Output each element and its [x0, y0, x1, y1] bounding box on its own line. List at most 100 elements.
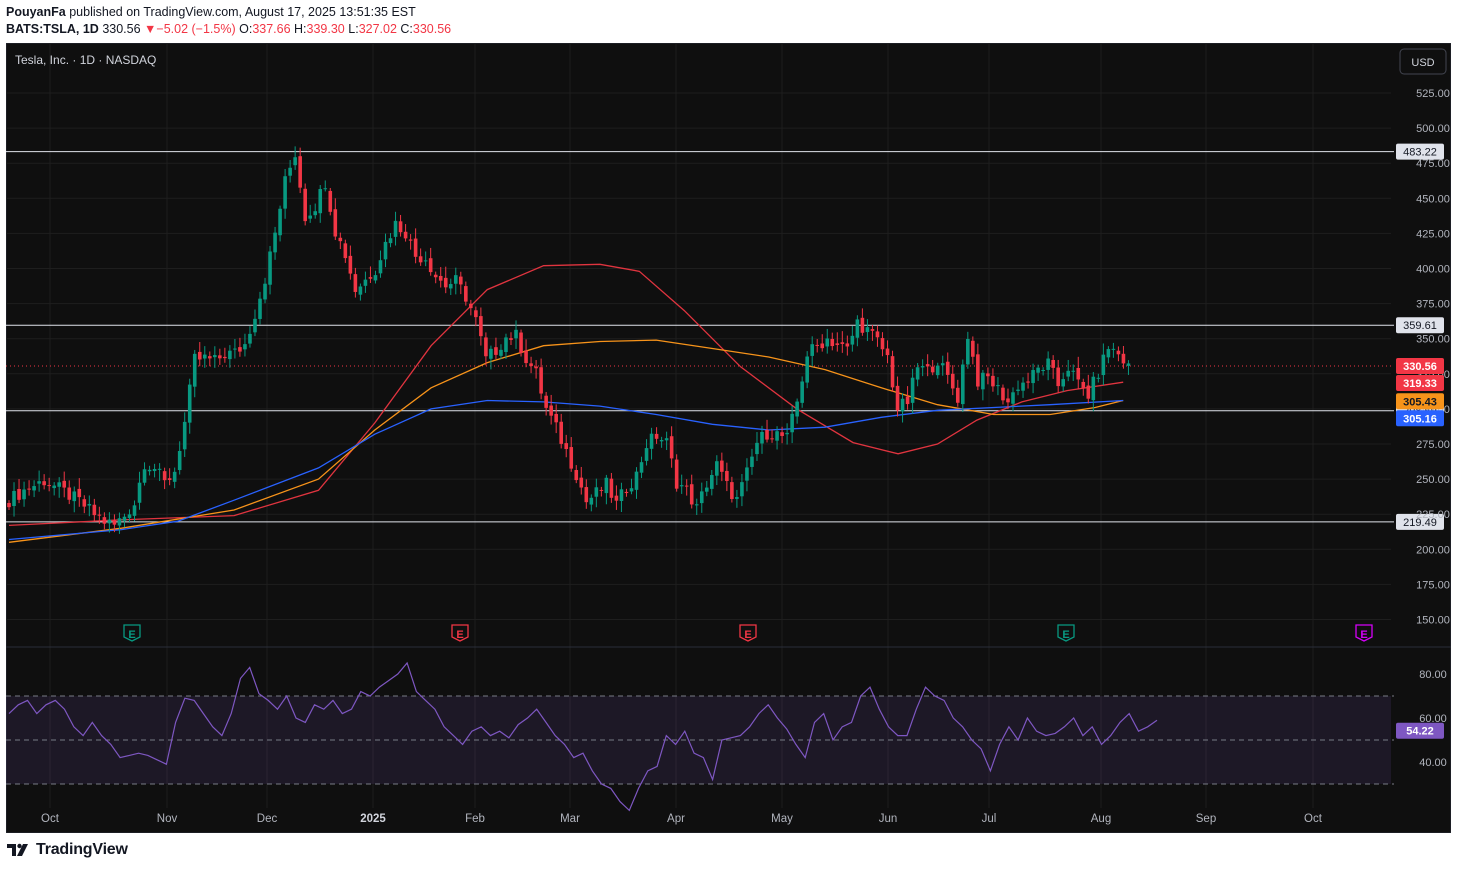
earnings-label: E [456, 629, 463, 641]
candle-body [192, 353, 197, 387]
candle-body [574, 470, 579, 481]
candle-body [418, 256, 423, 263]
candle-body [644, 448, 649, 461]
candle-body [835, 343, 840, 345]
price-tag [1396, 357, 1444, 374]
candle-body [278, 208, 282, 236]
candle-body [172, 471, 177, 482]
candle-body [725, 470, 729, 481]
candle-body [62, 480, 67, 488]
candle-body [52, 485, 56, 489]
candle-body [127, 514, 132, 519]
candle-body [107, 519, 112, 524]
moving-averages [8, 263, 1124, 543]
level-tag [1396, 143, 1444, 160]
candle-body [67, 487, 72, 500]
candle-body [202, 354, 207, 359]
candle-body [1006, 398, 1010, 403]
price-axis: 150.00175.00200.00225.00250.00275.00300.… [1396, 88, 1450, 627]
candle-body [152, 468, 157, 472]
x-tick-label: Apr [667, 813, 685, 825]
y-tick-label: 400.00 [1416, 264, 1450, 276]
currency-label: USD [1411, 57, 1434, 69]
candle-body [313, 211, 318, 216]
y-tick-label: 375.00 [1416, 299, 1450, 311]
high-label: H: [294, 22, 307, 36]
candle-body [524, 350, 528, 364]
earnings-icon [1057, 624, 1075, 642]
ohlc-legend: BATS:TSLA, 1D 330.56 ▼−5.02 (−1.5%) O:33… [6, 22, 451, 36]
chart-title: Tesla, Inc. · 1D · NASDAQ [15, 53, 156, 67]
candle-body [674, 459, 679, 489]
candle-body [1031, 370, 1035, 384]
low-label: L: [348, 22, 359, 36]
last-price-text: 330.56 [102, 22, 141, 36]
level-label: 483.22 [1403, 147, 1437, 159]
candle-body [268, 251, 272, 285]
candle-body [489, 348, 493, 359]
candle-body [514, 329, 518, 339]
candle-body [1096, 377, 1101, 379]
candle-body [820, 343, 825, 349]
candle-body [77, 488, 82, 498]
currency-button[interactable]: USD [1399, 48, 1447, 75]
candle-body [649, 433, 654, 449]
candle-body [162, 471, 167, 481]
candle-body [519, 332, 523, 354]
candle-body [87, 503, 92, 506]
author-name[interactable]: PouyanFa [6, 5, 66, 19]
candle-body [694, 504, 699, 506]
candle-body [448, 284, 453, 289]
candle-body [283, 176, 287, 209]
y-tick-label: 150.00 [1416, 615, 1450, 627]
candle-body [609, 478, 614, 498]
candle-body [1086, 385, 1091, 399]
y-tick-label: 525.00 [1416, 88, 1450, 100]
moving-average-line [8, 339, 1124, 543]
candle-body [950, 373, 955, 389]
candle-body [850, 335, 855, 345]
candle-body [1121, 353, 1126, 364]
candle-body [243, 344, 247, 350]
candle-body [634, 471, 639, 490]
candle-body [122, 516, 127, 521]
x-tick-label: Oct [41, 813, 60, 825]
candle-body [72, 491, 77, 502]
candle-body [1021, 382, 1025, 391]
y-tick-label: 425.00 [1416, 228, 1450, 240]
level-tag [1396, 513, 1444, 530]
candle-body [880, 338, 885, 350]
candle-body [469, 303, 473, 309]
y-tick-label: 500.00 [1416, 123, 1450, 135]
earnings-label: E [1062, 629, 1069, 641]
candle-body [584, 487, 589, 503]
candle-body [428, 258, 433, 273]
candle-body [343, 243, 348, 259]
y-tick-label: 450.00 [1416, 193, 1450, 205]
y-tick-label: 275.00 [1416, 439, 1450, 451]
x-tick-label: 2025 [360, 813, 386, 825]
candle-body [474, 310, 478, 318]
publish-info: PouyanFa published on TradingView.com, A… [6, 5, 416, 19]
candle-body [750, 456, 754, 467]
candle-body [735, 497, 739, 499]
candle-body [308, 215, 312, 219]
x-tick-label: Mar [560, 813, 580, 825]
candle-body [1091, 376, 1096, 401]
candle-body [976, 354, 980, 387]
candle-body [925, 364, 930, 367]
footer-brand[interactable]: TradingView [36, 841, 128, 858]
moving-average-line [8, 263, 1124, 527]
candle-body [830, 338, 835, 347]
candle-body [981, 372, 985, 390]
candle-body [197, 351, 202, 360]
candle-body [32, 486, 36, 491]
candle-body [870, 329, 875, 331]
close-label: C: [400, 22, 413, 36]
candle-body [403, 231, 408, 239]
candle-body [167, 478, 172, 481]
candle-body [971, 340, 975, 357]
price-tag-label: 330.56 [1403, 361, 1437, 373]
candle-body [564, 443, 569, 450]
